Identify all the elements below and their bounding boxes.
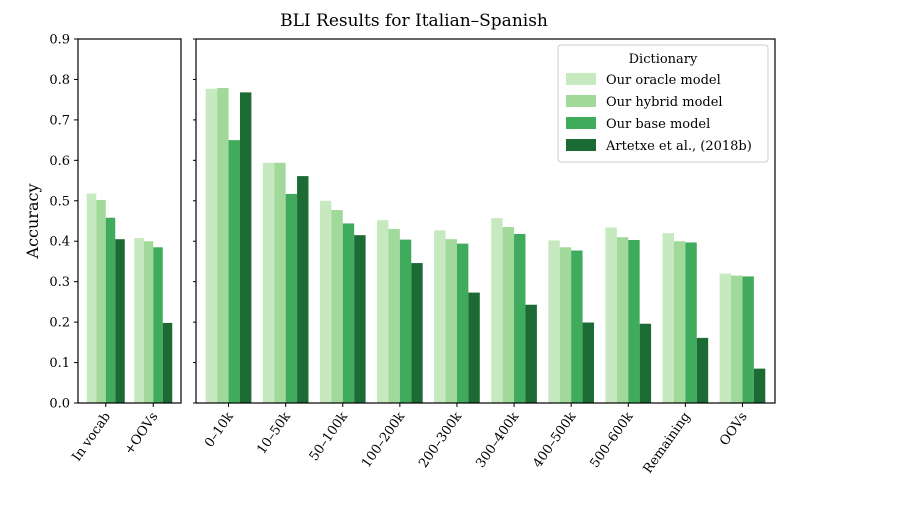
legend-swatch: [566, 139, 596, 151]
x-tick-label: Remaining: [641, 410, 694, 477]
x-tick-label: 10–50k: [254, 410, 294, 458]
bar: [434, 230, 446, 403]
bar: [331, 210, 343, 403]
bar: [719, 273, 732, 403]
bar: [639, 323, 652, 403]
legend-label: Artetxe et al., (2018b): [605, 139, 752, 154]
bar: [628, 240, 640, 403]
bar: [491, 218, 503, 403]
legend-label: Our oracle model: [606, 73, 721, 88]
x-tick-label: In vocab: [70, 410, 115, 465]
bar: [285, 193, 298, 403]
chart-title: BLI Results for Italian–Spanish: [280, 11, 548, 31]
bar: [616, 237, 629, 403]
bar: [559, 247, 572, 403]
bar: [105, 217, 116, 403]
bar: [388, 229, 400, 403]
bar: [134, 237, 144, 403]
x-tick-label: 200–300k: [416, 410, 465, 471]
bar: [445, 239, 457, 403]
bar: [86, 193, 97, 403]
x-tick-label: 50–100k: [307, 410, 351, 464]
bar: [96, 199, 106, 403]
bar: [399, 239, 412, 403]
x-tick-label: 400–500k: [530, 410, 579, 471]
bar: [377, 220, 389, 403]
y-tick-label: 0.1: [49, 356, 70, 371]
bar: [456, 243, 469, 403]
bar: [696, 337, 709, 403]
legend-label: Our base model: [606, 117, 710, 132]
bar: [502, 227, 515, 403]
bar: [673, 241, 686, 403]
bar: [662, 233, 674, 403]
bar: [162, 322, 173, 403]
y-tick-label: 0.4: [49, 235, 70, 250]
bar: [217, 87, 229, 403]
panel-frame: [195, 38, 776, 404]
y-tick-label: 0.2: [49, 316, 70, 331]
x-tick-label: 100–200k: [359, 410, 408, 471]
bar: [262, 162, 275, 403]
y-axis-label: Accuracy: [23, 184, 42, 260]
bar: [605, 227, 617, 403]
bar: [753, 368, 766, 403]
y-tick-label: 0.3: [49, 275, 70, 290]
bar: [153, 247, 163, 403]
bar: [582, 322, 594, 403]
bar: [342, 223, 355, 403]
bar: [742, 276, 754, 403]
bar: [548, 240, 560, 403]
y-tick-label: 0.9: [49, 33, 70, 48]
bar: [411, 263, 423, 403]
bar: [115, 239, 125, 403]
legend-title: Dictionary: [629, 52, 698, 67]
bar: [143, 241, 154, 403]
bar: [685, 242, 697, 403]
x-tick-label: 0–10k: [202, 410, 237, 451]
legend: Dictionary Our oracle model Our hybrid mod…: [557, 44, 769, 163]
legend-swatch: [566, 73, 596, 85]
y-tick-label: 0.7: [49, 113, 70, 128]
bar: [514, 233, 526, 403]
x-tick-label: OOVs: [717, 410, 751, 449]
x-tick-label: 500–600k: [588, 410, 637, 471]
bar: [319, 200, 332, 403]
bar: [354, 235, 366, 403]
bar: [239, 92, 252, 403]
y-tick-label: 0.0: [49, 397, 70, 412]
y-tick-label: 0.8: [49, 73, 70, 88]
bar: [274, 162, 286, 403]
x-tick-label: +OOVs: [122, 410, 162, 458]
bar: [525, 304, 537, 403]
x-tick-label: 300–400k: [473, 410, 522, 471]
bar: [731, 275, 743, 403]
bar: [228, 140, 240, 404]
legend-box: [557, 44, 769, 163]
legend-swatch: [566, 117, 596, 129]
panel-frame: [77, 38, 182, 404]
legend-label: Our hybrid model: [606, 95, 723, 110]
left-panel: In vocab +OOVs: [70, 38, 182, 465]
bar: [297, 176, 309, 403]
legend-swatch: [566, 95, 596, 107]
y-tick-label: 0.6: [49, 154, 70, 169]
bar: [205, 88, 218, 403]
y-tick-label: 0.5: [49, 194, 70, 209]
y-axis-ticks: 0.0 0.1 0.2 0.3 0.4 0.5 0.6 0.7 0.8 0.9: [49, 33, 78, 412]
bar: [571, 250, 583, 403]
bar: [468, 292, 480, 403]
